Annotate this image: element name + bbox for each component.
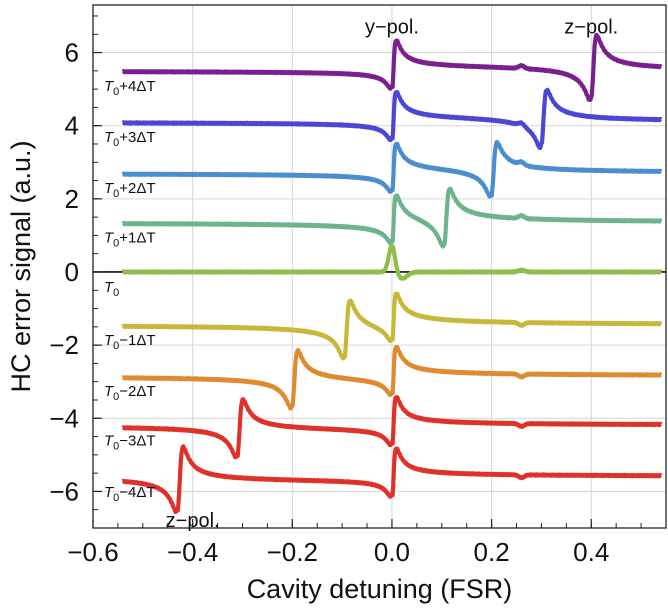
trace-labels: T0+4ΔT T0+3ΔT T0+2ΔT T0+1ΔT T0 T0−1ΔT T0−2ΔT T0… <box>104 78 156 504</box>
x-tick-label: −0.4 <box>167 537 218 567</box>
y-tick-label: 6 <box>65 38 79 68</box>
x-tick-label: −0.2 <box>267 537 318 567</box>
annotation-label: z−pol. <box>564 16 618 38</box>
x-tick-label: 0.2 <box>474 537 510 567</box>
y-tick-label: −4 <box>49 403 79 433</box>
y-axis-label: HC error signal (a.u.) <box>6 140 36 392</box>
y-tick-label: 0 <box>65 257 79 287</box>
series-label: T0+4ΔT <box>104 78 156 98</box>
series-label: T0+1ΔT <box>104 230 156 250</box>
y-tick-label: −6 <box>49 476 79 506</box>
traces <box>121 32 663 514</box>
plot-frame <box>92 4 667 529</box>
series-label: T0+2ΔT <box>104 180 156 200</box>
x-axis-label: Cavity detuning (FSR) <box>247 574 513 604</box>
series-line <box>121 186 663 249</box>
series-label: T0−3ΔT <box>104 433 156 453</box>
series-line <box>121 395 663 460</box>
series-line <box>121 243 663 281</box>
y-tick-label: 4 <box>65 111 79 141</box>
y-tick-label: 2 <box>65 184 79 214</box>
annotation-label: z−pol. <box>166 510 220 532</box>
annotations: y−pol. z−pol. z−pol. <box>166 16 619 532</box>
series-line <box>121 291 663 361</box>
series-line <box>121 87 663 150</box>
x-tick-label: 0.4 <box>573 537 609 567</box>
tick-labels: −0.6 −0.4 −0.2 0.0 0.2 0.4 −6 −4 −2 0 2 4 6 <box>49 38 609 567</box>
series-label: T0−2ΔT <box>104 383 156 403</box>
series-line <box>121 345 663 411</box>
series-line <box>121 32 663 103</box>
series-label: T0 <box>104 279 119 299</box>
x-tick-label: 0.0 <box>374 537 410 567</box>
series-line <box>121 139 663 199</box>
ticks <box>92 15 667 529</box>
x-tick-label: −0.6 <box>67 537 118 567</box>
series-label: T0+3ΔT <box>104 129 156 149</box>
series-label: T0−1ΔT <box>104 332 156 352</box>
annotation-label: y−pol. <box>365 16 419 38</box>
y-tick-label: −2 <box>49 330 79 360</box>
series-line <box>121 444 663 514</box>
series-label: T0−4ΔT <box>104 484 156 504</box>
